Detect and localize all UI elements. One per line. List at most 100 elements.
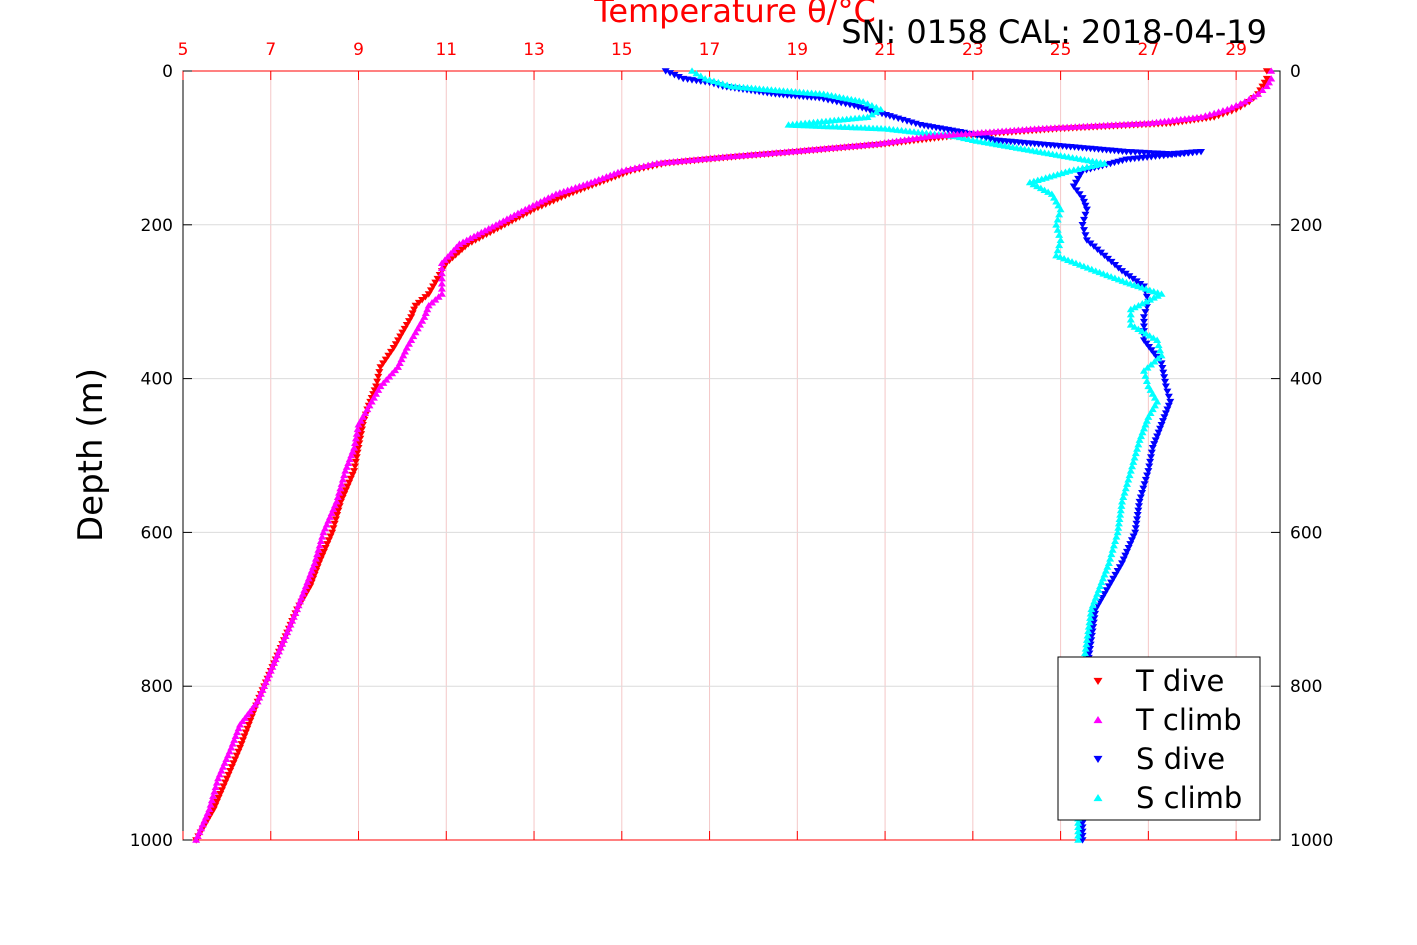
data-point-interp: [1115, 564, 1124, 571]
data-point-interp: [1134, 507, 1143, 515]
data-point-interp: [1151, 437, 1160, 444]
data-point: [1056, 205, 1065, 213]
data-point: [328, 529, 337, 536]
series-t-climb: [192, 67, 1276, 843]
data-point-interp: [1141, 309, 1150, 316]
data-point-interp: [1076, 172, 1085, 179]
data-point: [1157, 360, 1166, 367]
data-point: [1113, 528, 1122, 536]
data-point-interp: [1152, 353, 1161, 361]
data-point: [1131, 529, 1140, 536]
data-point: [222, 775, 231, 783]
data-point-interp: [221, 779, 230, 786]
data-point-interp: [1158, 418, 1167, 425]
data-point-interp: [533, 204, 542, 212]
data-point-interp: [1147, 347, 1156, 354]
data-point-interp: [232, 752, 241, 760]
data-point-interp: [1086, 614, 1095, 621]
data-point: [1139, 314, 1148, 321]
data-point-interp: [1142, 340, 1151, 348]
data-point-interp: [431, 296, 440, 303]
data-point-interp: [867, 102, 876, 109]
data-point-interp: [351, 463, 360, 470]
data-point-interp: [1126, 310, 1135, 318]
y-tick-label-right: 0: [1290, 62, 1301, 82]
data-point-interp: [709, 77, 718, 85]
data-point: [1126, 305, 1135, 313]
data-point: [1056, 236, 1065, 243]
data-point-interp: [437, 264, 446, 272]
data-point-interp: [1227, 103, 1236, 111]
data-point-interp: [1163, 388, 1172, 396]
data-point-interp: [1156, 425, 1165, 433]
data-point-interp: [1122, 548, 1131, 556]
data-point: [1078, 837, 1087, 844]
data-point-interp: [1236, 100, 1245, 107]
data-point-interp: [1127, 537, 1136, 544]
data-point-interp: [1086, 646, 1095, 653]
data-point-interp: [1109, 575, 1118, 583]
data-point-interp: [224, 771, 233, 779]
data-point: [1139, 367, 1148, 374]
data-point: [236, 744, 245, 752]
data-point-interp: [872, 103, 881, 111]
data-point-interp: [1074, 823, 1083, 830]
data-point: [398, 329, 407, 337]
data-point-interp: [872, 108, 881, 115]
data-point-interp: [1131, 525, 1140, 532]
data-point-interp: [209, 792, 218, 799]
data-point-interp: [1085, 618, 1094, 626]
data-point-interp: [326, 533, 335, 540]
data-point-interp: [231, 756, 240, 763]
data-point: [1262, 75, 1271, 83]
data-point: [551, 190, 560, 197]
data-point-interp: [1107, 579, 1116, 586]
data-point-interp: [315, 541, 324, 549]
data-point-interp: [358, 426, 367, 433]
data-point-interp: [379, 360, 388, 367]
data-point: [437, 259, 446, 267]
data-point-interp: [1142, 293, 1151, 301]
data-point-interp: [1142, 377, 1151, 384]
data-point-interp: [1154, 429, 1163, 437]
data-point-interp: [1124, 476, 1133, 483]
data-point-interp: [1128, 462, 1137, 470]
data-point: [1118, 268, 1127, 275]
data-point-interp: [541, 201, 550, 208]
data-point-interp: [1145, 332, 1154, 339]
data-point-interp: [381, 356, 390, 363]
data-point-interp: [536, 198, 545, 205]
data-point-interp: [352, 454, 361, 461]
data-point: [1157, 290, 1166, 297]
data-point-interp: [1260, 79, 1269, 87]
data-point-interp: [429, 283, 438, 290]
data-point-interp: [353, 425, 362, 433]
data-point: [437, 275, 446, 282]
data-point-interp: [1124, 544, 1133, 552]
data-point-interp: [243, 725, 252, 733]
y-tick-label-right: 400: [1290, 370, 1322, 390]
data-point: [1069, 183, 1078, 190]
data-point-interp: [1132, 520, 1141, 528]
data-point-interp: [1139, 323, 1148, 330]
x-tick-label: 7: [265, 40, 276, 60]
data-point: [1267, 67, 1276, 74]
data-point: [876, 105, 885, 113]
data-point: [1087, 605, 1096, 613]
data-point-interp: [333, 512, 342, 519]
data-point-interp: [1078, 824, 1087, 831]
data-point-interp: [334, 507, 343, 515]
data-point-interp: [318, 533, 327, 540]
data-point-interp: [548, 192, 557, 199]
x-tick-label: 29: [1225, 40, 1247, 60]
data-point-interp: [1071, 179, 1080, 187]
data-point-interp: [1119, 493, 1128, 501]
data-point-interp: [723, 81, 732, 88]
data-point-interp: [1081, 649, 1090, 657]
data-point-interp: [528, 201, 537, 209]
data-point-interp: [1130, 454, 1139, 461]
data-point-interp: [355, 440, 364, 447]
data-point-interp: [1147, 449, 1156, 457]
data-point: [1078, 222, 1087, 229]
